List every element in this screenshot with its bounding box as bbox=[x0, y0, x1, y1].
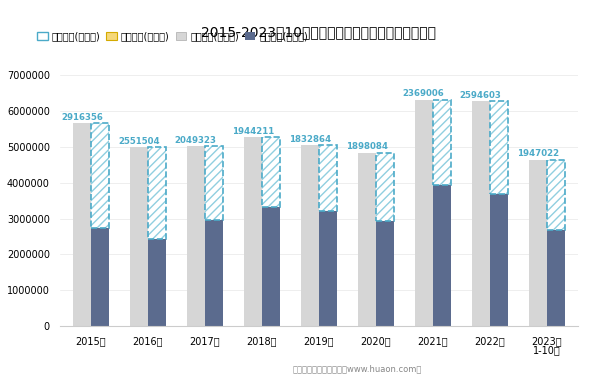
Text: 2916356: 2916356 bbox=[61, 113, 103, 122]
Text: 1898084: 1898084 bbox=[346, 142, 388, 151]
Bar bbox=[262, 137, 280, 207]
Bar bbox=[205, 146, 223, 220]
Bar bbox=[262, 137, 280, 207]
Text: 制图：华经产业研究院（www.huaon.com）: 制图：华经产业研究院（www.huaon.com） bbox=[293, 364, 423, 373]
Bar bbox=[91, 123, 109, 228]
Text: 2049323: 2049323 bbox=[175, 136, 217, 145]
Bar bbox=[358, 153, 376, 326]
Text: 1944211: 1944211 bbox=[232, 127, 274, 136]
Legend: 贸易顺差(万美元), 贸易逆差(万美元), 出口总额(万美元), 进口总额(万美元): 贸易顺差(万美元), 贸易逆差(万美元), 出口总额(万美元), 进口总额(万美… bbox=[33, 27, 312, 45]
Bar bbox=[319, 146, 337, 211]
Bar bbox=[319, 146, 337, 211]
Bar bbox=[148, 147, 166, 239]
Bar bbox=[490, 194, 508, 326]
Bar bbox=[547, 160, 565, 230]
Bar bbox=[205, 146, 223, 220]
Text: 1832864: 1832864 bbox=[288, 135, 331, 144]
Text: 2594603: 2594603 bbox=[460, 91, 502, 100]
Text: 2551504: 2551504 bbox=[118, 137, 160, 146]
Bar bbox=[91, 228, 109, 326]
Bar bbox=[433, 100, 451, 185]
Title: 2015-2023年10月浙江省外商投资企业进出口差额图: 2015-2023年10月浙江省外商投资企业进出口差额图 bbox=[201, 25, 436, 39]
Bar bbox=[415, 100, 433, 326]
Bar bbox=[547, 160, 565, 230]
Bar bbox=[91, 123, 109, 228]
Bar bbox=[529, 160, 547, 326]
Text: 2369006: 2369006 bbox=[403, 89, 445, 98]
Bar bbox=[205, 220, 223, 326]
Bar bbox=[490, 101, 508, 194]
Bar bbox=[244, 137, 262, 326]
Bar bbox=[262, 207, 280, 326]
Bar bbox=[130, 147, 148, 326]
Text: 1947022: 1947022 bbox=[517, 149, 558, 158]
Bar bbox=[471, 101, 490, 326]
Bar bbox=[547, 230, 565, 326]
Bar bbox=[376, 153, 394, 220]
Bar bbox=[187, 146, 205, 326]
Bar bbox=[376, 153, 394, 220]
Bar bbox=[433, 185, 451, 326]
Bar bbox=[376, 220, 394, 326]
Bar bbox=[433, 100, 451, 185]
Bar bbox=[73, 123, 91, 326]
Bar bbox=[319, 211, 337, 326]
Bar bbox=[148, 239, 166, 326]
Bar bbox=[300, 146, 319, 326]
Bar bbox=[490, 101, 508, 194]
Bar bbox=[148, 147, 166, 239]
